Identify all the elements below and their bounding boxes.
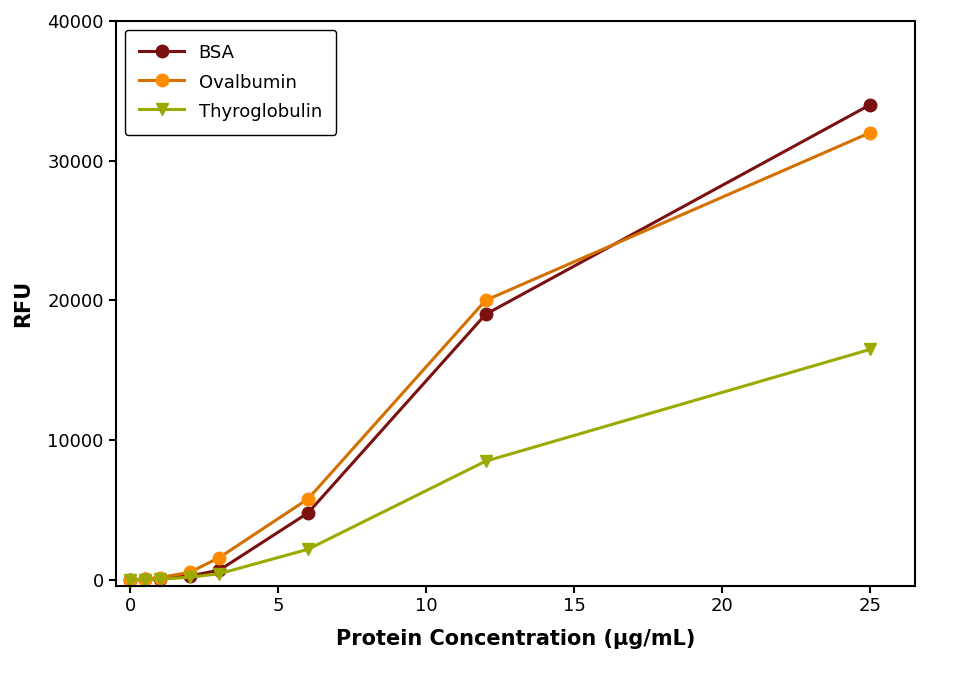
Thyroglobulin [865, 345, 876, 353]
BSA [302, 508, 314, 517]
Ovalbumin [865, 128, 876, 136]
BSA [480, 310, 491, 318]
Ovalbumin [124, 576, 136, 584]
Ovalbumin [480, 296, 491, 305]
Line: Thyroglobulin: Thyroglobulin [124, 343, 876, 586]
BSA [214, 566, 225, 575]
BSA [865, 101, 876, 109]
BSA [154, 575, 166, 583]
Thyroglobulin [124, 576, 136, 584]
Ovalbumin [214, 553, 225, 562]
Thyroglobulin [480, 457, 491, 465]
Ovalbumin [302, 495, 314, 503]
X-axis label: Protein Concentration (μg/mL): Protein Concentration (μg/mL) [335, 629, 695, 649]
Ovalbumin [140, 575, 151, 583]
Thyroglobulin [184, 573, 195, 582]
Line: BSA: BSA [124, 99, 876, 586]
Thyroglobulin [302, 545, 314, 553]
Legend: BSA, Ovalbumin, Thyroglobulin: BSA, Ovalbumin, Thyroglobulin [124, 30, 336, 135]
BSA [184, 572, 195, 580]
Thyroglobulin [140, 575, 151, 584]
BSA [140, 575, 151, 584]
BSA [124, 576, 136, 584]
Line: Ovalbumin: Ovalbumin [124, 126, 876, 586]
Thyroglobulin [154, 575, 166, 583]
Y-axis label: RFU: RFU [13, 280, 34, 327]
Ovalbumin [154, 573, 166, 582]
Thyroglobulin [214, 570, 225, 578]
Ovalbumin [184, 568, 195, 577]
